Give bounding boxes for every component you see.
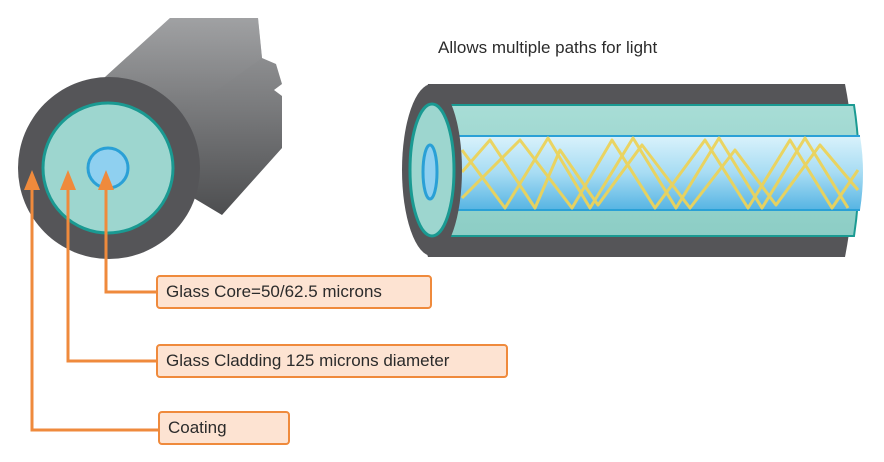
coating-leader-line <box>30 185 158 432</box>
multimode-fiber <box>402 84 863 257</box>
callout-arrowheads <box>24 170 114 190</box>
coating-arrowhead <box>24 170 40 190</box>
cladding-leader-line <box>66 185 158 363</box>
fiber-caption: Allows multiple paths for light <box>438 38 658 57</box>
light-paths <box>460 136 860 210</box>
cladding-arrowhead <box>60 170 76 190</box>
light-path-2 <box>460 138 860 210</box>
light-path-3 <box>460 138 860 210</box>
core-label: Glass Core=50/62.5 microns <box>156 275 432 309</box>
core-arrowhead <box>98 170 114 190</box>
cladding-label: Glass Cladding 125 microns diameter <box>156 344 508 378</box>
callout-arrows <box>30 185 158 432</box>
light-path-1 <box>460 136 850 210</box>
core-leader-line <box>104 185 158 294</box>
coating-label: Coating <box>158 411 290 445</box>
fiber-end-core <box>421 143 439 201</box>
cable-cross-section <box>18 18 282 259</box>
